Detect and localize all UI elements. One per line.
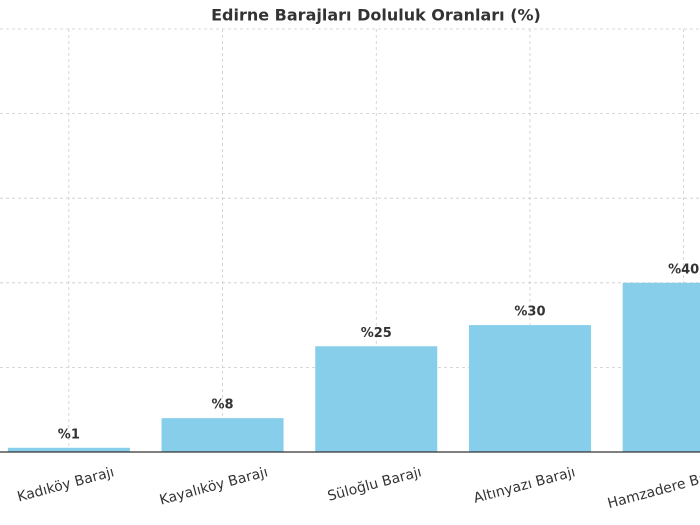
bar [315,346,438,452]
x-tick-label: Hamzadere Barajı [606,464,700,512]
value-label: %8 [212,398,234,413]
x-tick-label: Kayalıköy Barajı [158,464,270,508]
bar [468,325,591,452]
bar [161,418,284,452]
x-tick-label: Süloğlu Barajı [326,464,423,504]
bar [7,447,130,452]
value-label: %40 [668,262,699,277]
value-label: %1 [58,427,80,442]
chart-title: Edirne Barajları Doluluk Oranları (%) [211,6,541,25]
bar [622,282,700,452]
value-label: %25 [361,326,392,341]
x-tick-label: Kadıköy Barajı [16,464,116,505]
value-label: %30 [514,305,545,320]
x-tick-label: Altınyazı Barajı [472,464,577,507]
